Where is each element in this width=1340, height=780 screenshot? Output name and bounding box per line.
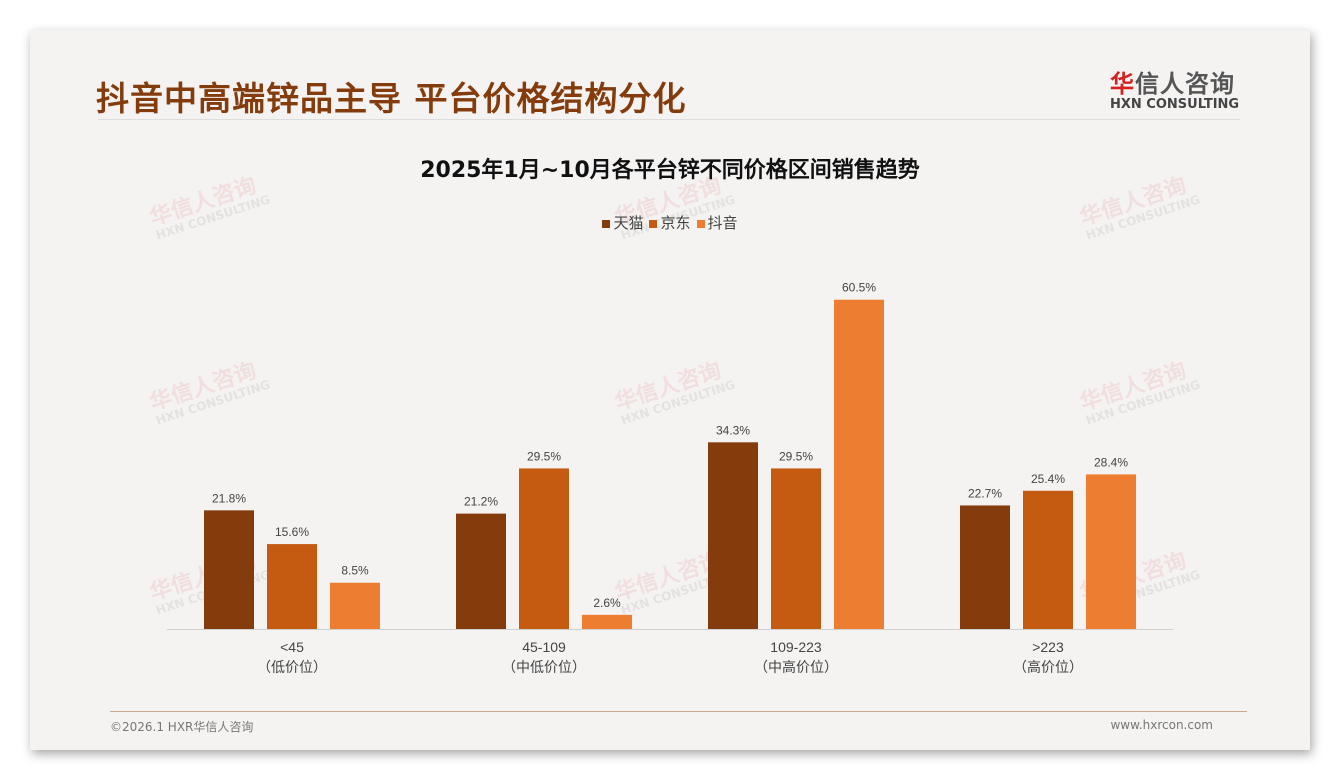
data-label: 34.3% bbox=[716, 423, 750, 437]
legend-label: 京东 bbox=[660, 214, 691, 232]
x-tick-sublabel: （中高价位） bbox=[754, 659, 838, 676]
footer-url: www.hxrcon.com bbox=[1110, 718, 1213, 732]
logo-en: HXN CONSULTING bbox=[1110, 97, 1240, 112]
legend: 天猫 京东 抖音 bbox=[30, 212, 1310, 233]
bar bbox=[1086, 474, 1136, 629]
data-label: 15.6% bbox=[275, 525, 309, 539]
data-label: 25.4% bbox=[1031, 472, 1065, 486]
slide: 华信人咨询 HXN CONSULTING 华信人咨询 HXN CONSULTING 华信… bbox=[30, 30, 1310, 750]
page-title: 抖音中高端锌品主导 平台价格结构分化 bbox=[96, 79, 687, 118]
bar bbox=[960, 505, 1010, 629]
legend-label: 抖音 bbox=[707, 214, 738, 232]
bar bbox=[582, 614, 632, 629]
data-label: 21.2% bbox=[464, 495, 498, 509]
bar bbox=[1023, 490, 1073, 629]
data-label: 28.4% bbox=[1094, 455, 1128, 469]
data-label: 29.5% bbox=[779, 449, 813, 463]
data-label: 21.8% bbox=[212, 491, 246, 505]
x-tick-sublabel: （低价位） bbox=[257, 660, 327, 676]
data-label: 60.5% bbox=[842, 281, 876, 295]
legend-item: 抖音 bbox=[696, 212, 738, 233]
header-divider bbox=[98, 119, 1240, 120]
x-tick-label: >223 bbox=[1032, 639, 1064, 655]
x-tick-label: 109-223 bbox=[770, 639, 822, 655]
x-tick-sublabel: （高价位） bbox=[1013, 659, 1083, 676]
logo-cn: 华信人咨询 bbox=[1110, 70, 1235, 98]
bar bbox=[834, 299, 884, 629]
data-label: 8.5% bbox=[341, 564, 369, 578]
bar bbox=[267, 544, 317, 629]
bar bbox=[771, 468, 821, 629]
legend-item: 天猫 bbox=[602, 212, 643, 233]
x-tick-label: 45-109 bbox=[522, 639, 566, 655]
legend-swatch bbox=[649, 220, 658, 228]
bar bbox=[204, 510, 254, 629]
legend-item: 京东 bbox=[649, 212, 691, 233]
chart-title: 2025年1月~10月各平台锌不同价格区间销售趋势 bbox=[420, 158, 920, 183]
legend-label: 天猫 bbox=[613, 214, 644, 232]
bar bbox=[519, 468, 569, 629]
bar bbox=[330, 582, 380, 629]
bar bbox=[708, 442, 758, 629]
x-tick-label: <45 bbox=[280, 639, 304, 655]
data-label: 2.6% bbox=[593, 596, 621, 610]
x-tick-sublabel: （中低价位） bbox=[502, 660, 586, 676]
legend-swatch bbox=[696, 220, 705, 228]
bar bbox=[456, 513, 506, 629]
bar-chart: 21.8% 15.6% 8.5% <45 （低价位） 21.2% 29.5% 2.6% 45-1… bbox=[167, 281, 1173, 676]
data-label: 22.7% bbox=[968, 486, 1002, 500]
legend-swatch bbox=[602, 220, 611, 228]
copyright: ©2026.1 HXR华信人咨询 bbox=[110, 720, 254, 734]
data-label: 29.5% bbox=[527, 449, 561, 463]
footer-divider bbox=[110, 711, 1247, 712]
logo: 华信人咨询 HXN CONSULTING bbox=[1110, 64, 1239, 112]
